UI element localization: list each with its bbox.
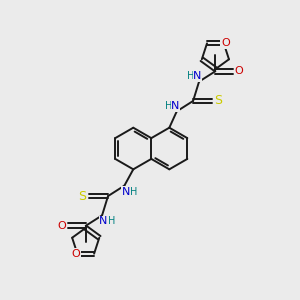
Text: O: O [57, 221, 66, 231]
Text: N: N [171, 101, 179, 111]
Text: S: S [214, 94, 222, 107]
Text: O: O [235, 66, 244, 76]
Text: S: S [78, 190, 86, 202]
Text: H: H [130, 187, 138, 196]
Text: N: N [122, 187, 130, 196]
Text: O: O [221, 38, 230, 48]
Text: N: N [99, 216, 108, 226]
Text: H: H [165, 101, 172, 111]
Text: N: N [194, 71, 202, 81]
Text: O: O [71, 249, 80, 259]
Text: H: H [187, 71, 194, 81]
Text: H: H [108, 216, 115, 226]
